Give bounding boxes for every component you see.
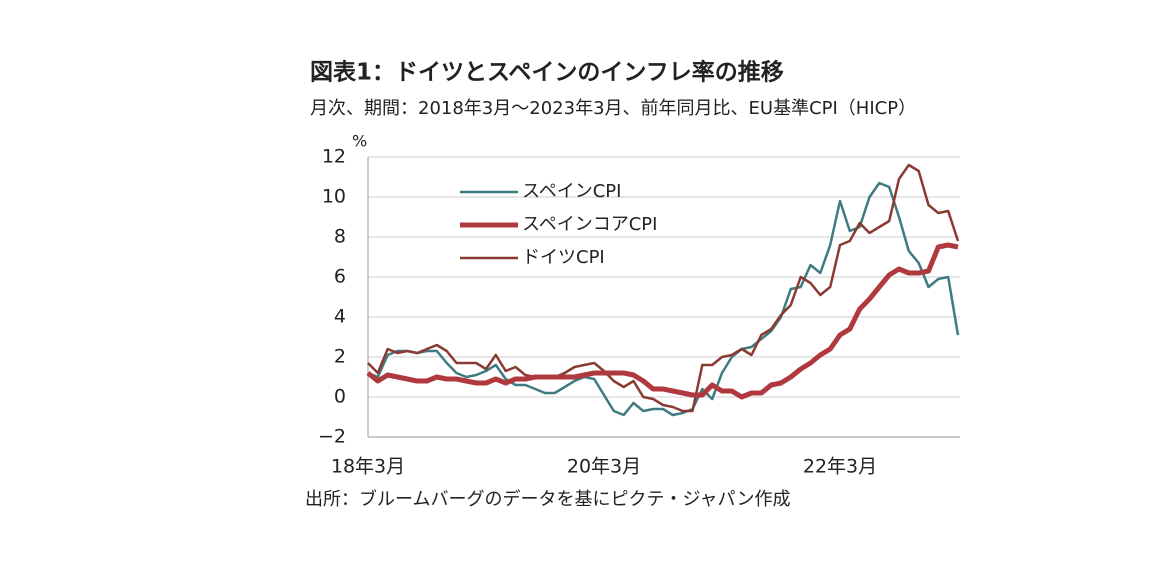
y-unit: % — [352, 132, 367, 151]
y-tick-label: 6 — [334, 266, 346, 288]
y-tick-label: 4 — [334, 306, 346, 328]
x-tick-label: 18年3月 — [331, 456, 405, 478]
series-line — [367, 163, 960, 413]
y-tick-label: 10 — [322, 186, 346, 208]
series-line — [366, 242, 959, 400]
chart-subtitle: 月次、期間：2018年3月～2023年3月、前年同月比、EU基準CPI（HICP… — [310, 98, 916, 119]
legend-label: ドイツCPI — [522, 247, 605, 268]
y-tick-label: 2 — [334, 346, 346, 368]
series-line — [367, 181, 960, 417]
y-tick-label: −2 — [318, 426, 346, 448]
source-note: 出所：ブルームバーグのデータを基にピクテ・ジャパン作成 — [305, 488, 790, 510]
y-tick-label: 8 — [334, 226, 346, 248]
y-tick-label: 0 — [334, 386, 346, 408]
x-tick-label: 22年3月 — [803, 456, 877, 478]
chart-title: 図表1：ドイツとスペインのインフレ率の推移 — [310, 59, 784, 86]
x-tick-label: 20年3月 — [567, 456, 641, 478]
y-tick-label: 12 — [322, 146, 346, 168]
legend-label: スペインCPI — [522, 181, 621, 202]
legend-label: スペインコアCPI — [522, 214, 657, 235]
